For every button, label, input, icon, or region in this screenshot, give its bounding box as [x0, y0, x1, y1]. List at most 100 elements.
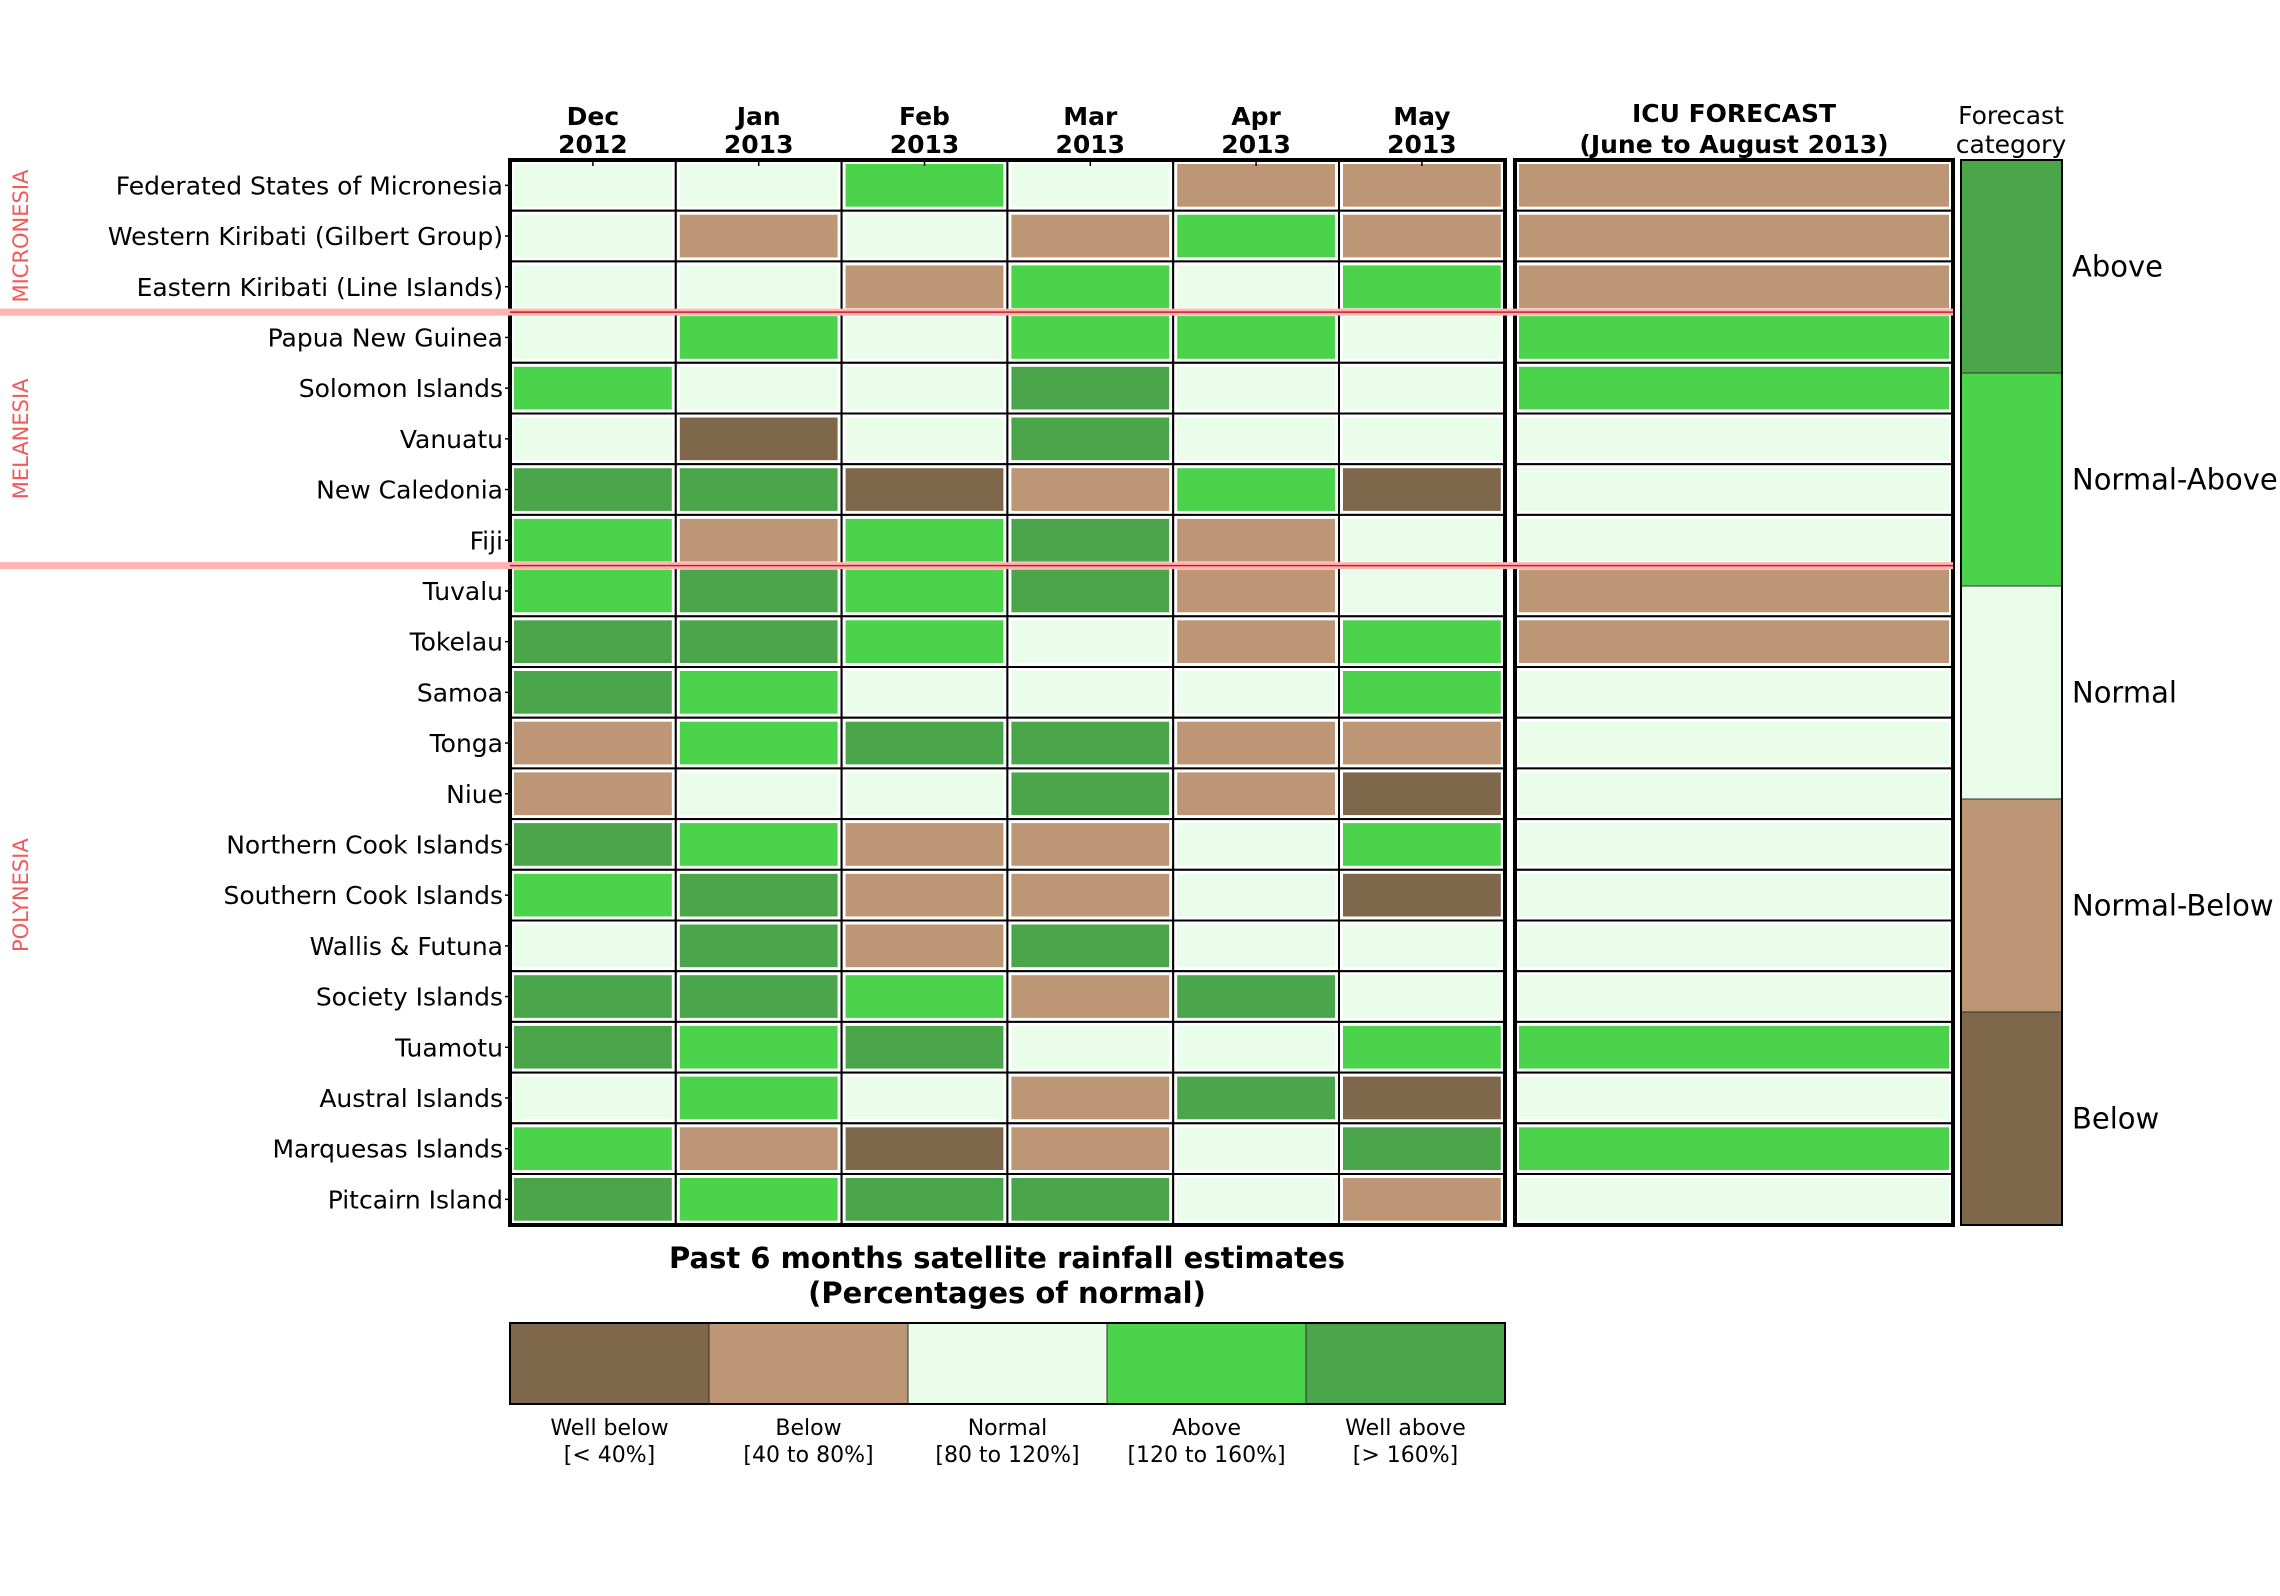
rainfall-cell: [1177, 316, 1335, 359]
forecast-scale-title-line1: Forecast: [1958, 101, 2064, 130]
rainfall-cell: [845, 1076, 1004, 1120]
rainfall-cell: [845, 468, 1004, 511]
island-label: Western Kiribati (Gilbert Group): [108, 222, 503, 251]
rainfall-cell: [1177, 214, 1335, 258]
rainfall-cell: [1011, 316, 1170, 359]
month-header-line1: Dec: [567, 102, 620, 131]
rainfall-cell: [514, 873, 672, 917]
region-labels: MICRONESIA MELANESIA POLYNESIA: [9, 169, 33, 952]
rainfall-cell: [845, 1025, 1004, 1069]
rainfall-cell: [1343, 214, 1501, 258]
rainfall-legend-swatch: [708, 1322, 909, 1405]
rainfall-legend-label-line1: Well above: [1345, 1416, 1466, 1441]
rainfall-cell: [1343, 265, 1501, 309]
island-label: Society Islands: [316, 983, 503, 1012]
rainfall-cell: [679, 366, 838, 410]
forecast-scale-label: Normal-Above: [2072, 463, 2278, 497]
rainfall-cell: [1343, 721, 1501, 765]
rainfall-cell: [514, 366, 672, 410]
rainfall-cell: [1343, 620, 1501, 663]
past-months-grid: [509, 159, 1506, 1226]
island-label: Tokelau: [409, 628, 503, 657]
forecast-cell: [1519, 1127, 1949, 1170]
month-header-line1: Mar: [1063, 102, 1118, 131]
rainfall-legend-label-line2: [> 160%]: [1353, 1443, 1459, 1468]
rainfall-cell: [514, 417, 672, 461]
forecast-scale-label: Below: [2072, 1102, 2159, 1136]
rainfall-cell: [845, 214, 1004, 258]
rainfall-cell: [845, 924, 1004, 968]
rainfall-cell: [679, 1127, 838, 1170]
rainfall-cell: [679, 1076, 838, 1120]
rainfall-cell: [1011, 1178, 1170, 1221]
rainfall-cell: [845, 1127, 1004, 1170]
rainfall-legend-swatch: [1106, 1322, 1307, 1405]
forecast-scale-swatch: [1960, 585, 2063, 800]
rainfall-cell: [845, 366, 1004, 410]
forecast-cell: [1519, 468, 1949, 511]
rainfall-cell: [1011, 924, 1170, 968]
forecast-category-scale: Below Normal-Below Normal Normal-Above Above: [1960, 159, 2278, 1226]
rainfall-legend-frame: [509, 1322, 1506, 1405]
island-label: Papua New Guinea: [268, 323, 503, 352]
forecast-cell: [1519, 823, 1949, 866]
rainfall-cell: [1343, 316, 1501, 359]
rainfall-cell: [1343, 164, 1501, 207]
month-header-line2: 2012: [558, 130, 628, 159]
rainfall-cell: [1177, 518, 1335, 562]
forecast-cell: [1519, 873, 1949, 917]
island-label: Samoa: [417, 678, 503, 707]
rainfall-cell: [1177, 265, 1335, 309]
rainfall-cell: [679, 316, 838, 359]
island-label: Niue: [446, 780, 503, 809]
forecast-cell: [1519, 1076, 1949, 1120]
forecast-scale-title-line2: category: [1956, 130, 2067, 159]
rainfall-cell: [514, 518, 672, 562]
forecast-column-frame: [1513, 158, 1955, 1227]
rainfall-legend-title-line1: Past 6 months satellite rainfall estimat…: [669, 1241, 1345, 1275]
rainfall-cell: [1343, 417, 1501, 461]
forecast-scale-swatch: [1960, 798, 2063, 1013]
month-header-line1: Feb: [899, 102, 950, 131]
rainfall-cell: [1343, 772, 1501, 816]
rainfall-cell: [1343, 518, 1501, 562]
rainfall-cell: [1177, 1076, 1335, 1120]
rainfall-cell: [679, 772, 838, 816]
island-label: Marquesas Islands: [272, 1135, 503, 1164]
rainfall-cell: [845, 823, 1004, 866]
island-label: Federated States of Micronesia: [116, 171, 503, 200]
rainfall-cell: [514, 721, 672, 765]
rainfall-cell: [845, 873, 1004, 917]
rainfall-cell: [679, 569, 838, 613]
rainfall-cell: [1011, 164, 1170, 207]
forecast-cell: [1519, 620, 1949, 663]
month-header-line1: May: [1393, 102, 1450, 131]
rainfall-cell: [1177, 772, 1335, 816]
rainfall-cell: [1343, 873, 1501, 917]
island-label: Vanuatu: [400, 425, 503, 454]
rainfall-cell: [845, 671, 1004, 714]
rainfall-cell: [845, 518, 1004, 562]
rainfall-cell: [679, 265, 838, 309]
island-label: Wallis & Futuna: [310, 932, 503, 961]
rainfall-cell: [1011, 975, 1170, 1018]
forecast-cell: [1519, 569, 1949, 613]
rainfall-legend-label-line1: Normal: [968, 1416, 1048, 1441]
rainfall-legend-label-line1: Well below: [550, 1416, 668, 1441]
forecast-cell: [1519, 721, 1949, 765]
rainfall-cell: [845, 620, 1004, 663]
rainfall-cell: [1011, 721, 1170, 765]
month-headers: Dec2012Jan2013Feb2013Mar2013Apr2013May20…: [558, 102, 1457, 166]
rainfall-cell: [514, 164, 672, 207]
forecast-column: [1514, 159, 1954, 1226]
rainfall-cell: [1343, 924, 1501, 968]
rainfall-cell: [845, 569, 1004, 613]
rainfall-cell: [1011, 1025, 1170, 1069]
island-label: New Caledonia: [316, 476, 503, 505]
rainfall-cell: [1011, 873, 1170, 917]
island-label: Northern Cook Islands: [226, 830, 503, 859]
rainfall-cell: [1011, 265, 1170, 309]
forecast-scale-label: Normal: [2072, 676, 2177, 710]
rainfall-cell: [679, 721, 838, 765]
island-label: Fiji: [470, 526, 503, 555]
